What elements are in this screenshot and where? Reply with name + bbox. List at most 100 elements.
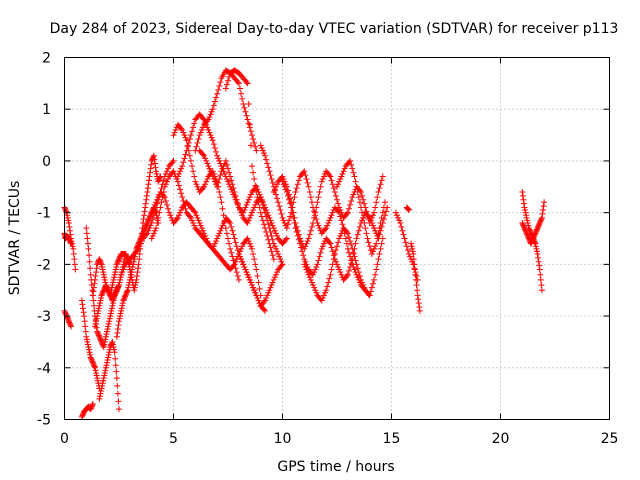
data-point (381, 199, 388, 206)
data-point (315, 257, 322, 264)
data-point (174, 178, 181, 185)
data-point (281, 183, 288, 190)
data-point (198, 225, 205, 232)
data-point (524, 217, 531, 224)
data-point (336, 235, 343, 242)
data-point (339, 170, 346, 177)
data-point (343, 240, 350, 247)
data-point (108, 340, 115, 347)
data-points (61, 67, 548, 420)
data-point (272, 271, 279, 278)
data-point (130, 258, 137, 265)
data-point (235, 276, 242, 283)
data-point (349, 194, 356, 201)
data-point (412, 271, 419, 278)
data-point (154, 219, 161, 226)
x-axis-title: GPS time / hours (277, 459, 394, 475)
data-point (66, 320, 73, 327)
data-point (192, 178, 199, 185)
data-point (87, 354, 94, 361)
data-point (78, 413, 85, 420)
data-point (369, 248, 376, 255)
data-point (123, 291, 130, 298)
data-point (102, 367, 109, 374)
data-point (214, 90, 221, 97)
data-point (86, 258, 93, 265)
data-point (352, 257, 359, 264)
data-point (260, 221, 267, 228)
data-point (263, 207, 270, 214)
data-point (93, 269, 100, 276)
data-point (186, 213, 193, 220)
data-point (290, 214, 297, 221)
data-point (181, 155, 188, 162)
data-point (87, 351, 94, 358)
data-point (95, 331, 102, 338)
data-point (216, 230, 223, 237)
data-point (225, 77, 231, 84)
data-point (82, 323, 89, 330)
data-point (207, 132, 214, 139)
data-point (161, 194, 168, 201)
data-point (154, 196, 161, 203)
data-point (70, 251, 77, 258)
data-point (178, 190, 185, 197)
data-point (251, 139, 258, 146)
data-point (112, 362, 119, 369)
data-point (532, 229, 539, 236)
data-point (531, 232, 538, 239)
data-point (140, 229, 147, 236)
data-point (242, 266, 249, 273)
data-point (538, 282, 545, 289)
data-point (173, 176, 180, 183)
data-point (329, 209, 336, 216)
data-point (100, 288, 107, 295)
data-point (264, 232, 271, 239)
data-point (109, 338, 116, 345)
data-point (523, 212, 530, 219)
data-point (98, 337, 105, 344)
data-point (222, 157, 229, 164)
data-point (179, 194, 186, 201)
data-point (318, 297, 325, 304)
data-point (363, 230, 370, 237)
data-point (410, 251, 417, 258)
data-point (114, 390, 121, 397)
data-point (283, 235, 290, 242)
data-point (226, 240, 233, 247)
data-point (519, 188, 526, 195)
data-point (306, 188, 313, 195)
data-point (148, 161, 155, 168)
data-point (136, 243, 143, 250)
data-point (319, 294, 326, 301)
data-point (96, 300, 103, 307)
data-point (371, 245, 378, 252)
data-point (211, 98, 218, 105)
data-point (519, 221, 526, 228)
data-point (191, 173, 198, 180)
data-point (367, 217, 374, 224)
data-point (351, 173, 358, 180)
data-point (109, 282, 116, 289)
data-point (405, 206, 412, 213)
data-point (334, 183, 340, 190)
data-point (251, 256, 258, 263)
data-point (534, 226, 541, 233)
data-point (345, 234, 352, 241)
data-point (416, 304, 423, 311)
data-point (155, 178, 162, 185)
data-point (232, 265, 239, 272)
data-point (228, 177, 235, 184)
data-point (83, 230, 90, 237)
data-point (264, 209, 271, 216)
data-point (97, 390, 104, 397)
data-point (96, 395, 103, 402)
data-point (323, 225, 330, 232)
data-point (125, 282, 132, 289)
data-point (361, 284, 368, 291)
data-point (208, 170, 215, 177)
data-point (193, 181, 200, 188)
data-point (245, 101, 252, 108)
data-point (522, 209, 529, 216)
data-point (337, 176, 344, 183)
